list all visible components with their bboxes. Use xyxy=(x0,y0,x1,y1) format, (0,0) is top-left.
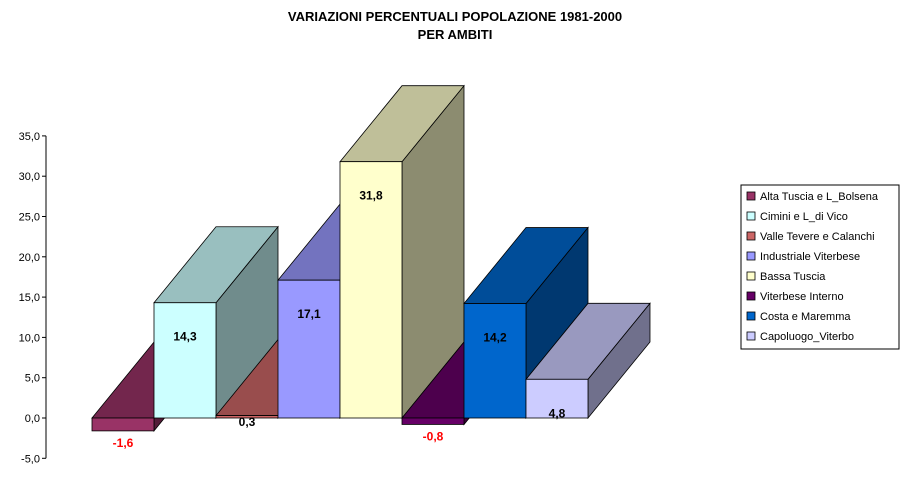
legend-item: Bassa Tuscia xyxy=(746,271,826,283)
chart-title: VARIAZIONI PERCENTUALI POPOLAZIONE 1981-… xyxy=(288,9,622,24)
legend-label: Costa e Maremma xyxy=(760,311,851,323)
legend-swatch xyxy=(746,271,756,281)
legend-swatch xyxy=(746,231,756,241)
legend-swatch xyxy=(746,191,756,201)
legend-item: Valle Tevere e Calanchi xyxy=(746,231,875,243)
legend-box xyxy=(740,184,900,350)
y-tick-label: 15,0 xyxy=(19,292,40,304)
legend-swatch xyxy=(746,331,756,341)
y-tick-label: 30,0 xyxy=(19,171,40,183)
legend-label: Cimini e L_di Vico xyxy=(760,211,848,223)
y-tick-label: 5,0 xyxy=(25,373,40,385)
bar-front xyxy=(153,302,217,419)
bar-8 xyxy=(525,302,651,420)
bar-5 xyxy=(339,84,465,420)
legend-item: Costa e Maremma xyxy=(746,311,851,323)
legend-label: Capoluogo_Viterbo xyxy=(760,331,854,343)
data-label-5: 31,8 xyxy=(359,189,383,203)
legend-swatch xyxy=(746,211,756,221)
data-labels: -1,6 14,3 0,3 17,1 31,8 -0,8 14,2 4,8 xyxy=(113,189,566,450)
data-label-2: 14,3 xyxy=(173,330,197,344)
y-axis: -5,0 0,0 5,0 10,0 15,0 20,0 25,0 30,0 35,0 xyxy=(19,131,47,465)
bar-front xyxy=(339,161,403,419)
legend-label: Valle Tevere e Calanchi xyxy=(760,231,875,243)
legend-swatch xyxy=(746,311,756,321)
bar-front xyxy=(401,417,465,425)
y-tick-label: 35,0 xyxy=(19,131,40,143)
legend-item: Industriale Viterbese xyxy=(746,251,860,263)
legend-item: Alta Tuscia e L_Bolsena xyxy=(746,191,879,203)
legend-swatch xyxy=(746,251,756,261)
bars xyxy=(91,84,651,433)
bar-front xyxy=(463,303,527,419)
data-label-3: 0,3 xyxy=(239,415,256,429)
y-tick-label: 25,0 xyxy=(19,212,40,224)
bar-front xyxy=(525,378,589,419)
legend-item: Cimini e L_di Vico xyxy=(746,211,848,223)
data-label-7: 14,2 xyxy=(483,331,507,345)
y-tick-label: 10,0 xyxy=(19,332,40,344)
chart-subtitle: PER AMBITI xyxy=(418,27,493,42)
legend-swatch xyxy=(746,291,756,301)
legend-label: Alta Tuscia e L_Bolsena xyxy=(760,191,879,203)
y-tick-label: 20,0 xyxy=(19,252,40,264)
legend-label: Industriale Viterbese xyxy=(760,251,860,263)
bar-7 xyxy=(463,226,589,420)
data-label-6: -0,8 xyxy=(423,429,444,443)
y-tick-label: 0,0 xyxy=(25,413,40,425)
bar-front xyxy=(277,279,341,419)
legend-item: Viterbese Interno xyxy=(746,291,844,303)
legend: Alta Tuscia e L_Bolsena Cimini e L_di Vic… xyxy=(740,184,900,350)
legend-item: Capoluogo_Viterbo xyxy=(746,331,854,343)
legend-label: Bassa Tuscia xyxy=(760,271,826,283)
legend-label: Viterbese Interno xyxy=(760,291,844,303)
bar-2 xyxy=(153,225,279,420)
data-label-1: -1,6 xyxy=(113,436,134,450)
bar-front xyxy=(91,417,155,432)
data-label-8: 4,8 xyxy=(549,406,566,420)
data-label-4: 17,1 xyxy=(297,307,321,321)
y-tick-label: -5,0 xyxy=(21,453,40,465)
